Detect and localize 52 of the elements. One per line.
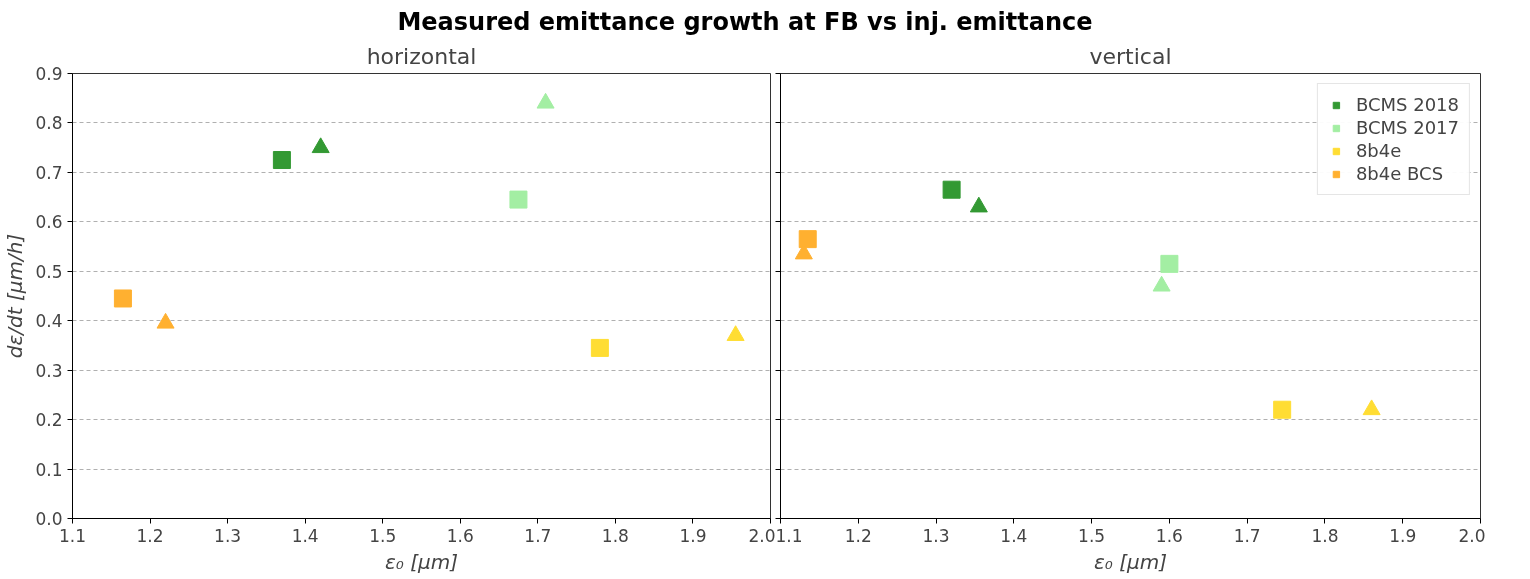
point xyxy=(1152,275,1171,292)
y-tick-label: 0.4 xyxy=(35,311,63,332)
point xyxy=(156,312,175,329)
point xyxy=(536,92,555,109)
x-tick-label: 1.3 xyxy=(214,525,242,546)
x-tick-label: 1.9 xyxy=(1389,525,1417,546)
x-tick-label: 1.9 xyxy=(679,525,707,546)
y-tick-label: 0.9 xyxy=(35,64,63,84)
point xyxy=(509,190,528,209)
x-tick-label: 1.3 xyxy=(922,525,950,546)
y-tick-label: 0.6 xyxy=(35,212,63,233)
x-tick-label: 1.8 xyxy=(601,525,629,546)
point xyxy=(311,137,330,154)
x-tick-label: 1.4 xyxy=(291,525,319,546)
point xyxy=(798,230,817,249)
x-tick-label: 1.2 xyxy=(136,525,164,546)
x-tick-label: 1.1 xyxy=(775,525,803,546)
x-tick-label: 1.6 xyxy=(446,525,474,546)
y-tick-label: 0.2 xyxy=(35,410,63,431)
y-tick-label: 0.8 xyxy=(35,113,63,134)
x-tick-label: 1.8 xyxy=(1311,525,1339,546)
x-tick-label: 1.2 xyxy=(844,525,872,546)
x-tick-label: 1.6 xyxy=(1155,525,1183,546)
legend-label: 8b4e BCS xyxy=(1355,163,1444,184)
y-tick-label: 0.5 xyxy=(35,261,63,282)
point xyxy=(1362,399,1381,416)
x-tick-label: 2.0 xyxy=(748,525,776,546)
legend-label: BCMS 2017 xyxy=(1355,117,1459,138)
point xyxy=(1273,400,1292,419)
text: Measured emittance growth at FB vs inj. emittance xyxy=(397,7,1093,38)
x-tick-label: 1.4 xyxy=(1000,525,1028,546)
chart-title: vertical xyxy=(1089,43,1172,69)
chart-title: horizontal xyxy=(366,43,477,69)
x-tick-label: 1.5 xyxy=(1078,525,1106,546)
y-tick-label: 0.1 xyxy=(35,459,63,480)
y-tick-label: 0.3 xyxy=(35,360,63,381)
point xyxy=(1160,254,1179,273)
legend-label: 8b4e xyxy=(1355,140,1402,161)
point xyxy=(590,338,609,357)
x-tick-label: 1.7 xyxy=(524,525,552,546)
point xyxy=(969,196,988,213)
legend-label: BCMS 2018 xyxy=(1355,94,1459,115)
x-axis-title: ε₀ [μm] xyxy=(385,549,458,574)
point xyxy=(113,289,132,308)
x-tick-label: 1.5 xyxy=(369,525,397,546)
x-tick-label: 2.0 xyxy=(1458,525,1486,546)
x-tick-label: 1.7 xyxy=(1233,525,1261,546)
y-tick-label: 0.7 xyxy=(35,162,63,183)
point xyxy=(942,180,961,199)
point xyxy=(726,325,745,341)
x-axis-title: ε₀ [μm] xyxy=(1094,549,1167,574)
y-axis-title: dε/dt [μm/h] xyxy=(3,233,28,359)
